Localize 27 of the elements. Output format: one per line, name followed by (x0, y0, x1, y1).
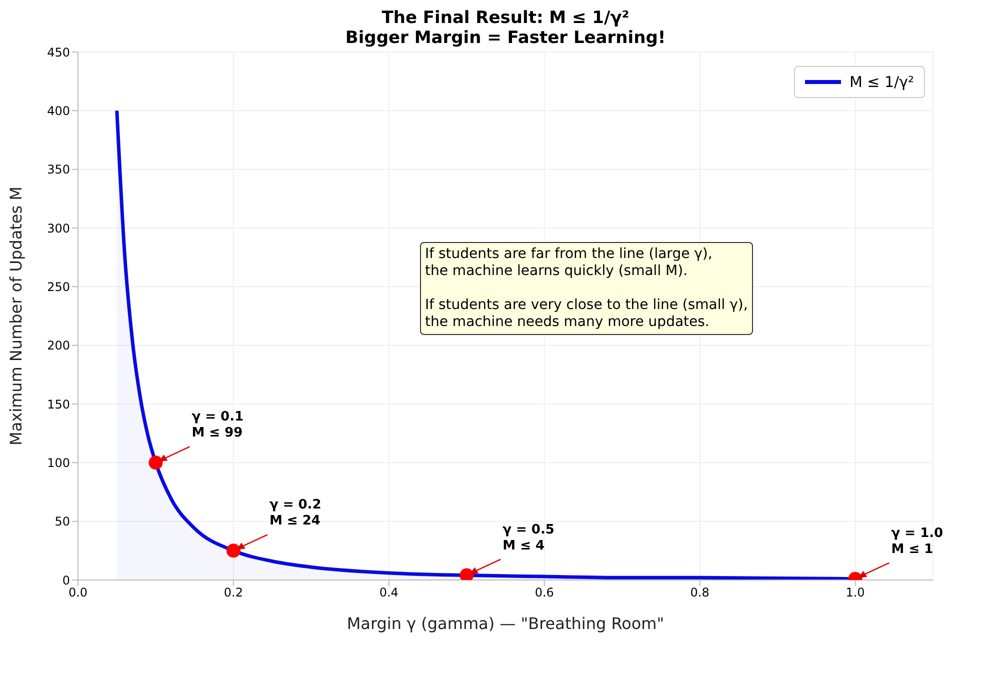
x-tick-label: 0.2 (224, 586, 243, 600)
annotation: γ = 0.2 M ≤ 24 (269, 498, 322, 529)
y-tick-label: 450 (47, 45, 70, 60)
x-tick-label: 0.4 (379, 586, 398, 600)
y-tick-label: 100 (47, 456, 70, 470)
annotation: γ = 0.1 M ≤ 99 (192, 410, 244, 441)
x-tick-label: 0.0 (68, 586, 88, 600)
y-tick-label: 0 (62, 573, 70, 588)
y-tick-label: 350 (47, 162, 70, 177)
annotation: γ = 0.5 M ≤ 4 (502, 522, 554, 554)
point (226, 544, 240, 558)
point (148, 456, 163, 470)
annotation: γ = 1.0 M ≤ 1 (891, 526, 944, 557)
x-tick-label: 1.0 (846, 586, 865, 600)
y-tick-label: 50 (54, 514, 70, 529)
y-axis-title: Maximum Number of Updates M (6, 186, 26, 446)
text: If students are far from the line (large γ), the machine learns quickly (small M). If students are very close to the line (small γ), the machine needs many more updates. (425, 246, 748, 330)
y-tick-label: 200 (47, 338, 70, 353)
x-axis-title: Margin γ (gamma) — "Breathing Room" (346, 614, 664, 633)
x-tick-label: 0.6 (534, 586, 554, 600)
y-tick-label: 300 (47, 221, 70, 236)
x-tick-label: 0.8 (690, 586, 710, 600)
y-tick-label: 150 (47, 397, 70, 412)
chart-title: The Final Result: M ≤ 1/γ² Bigger Margin = Faster Learning! (344, 8, 667, 48)
legend-label: M ≤ 1/γ² (849, 73, 914, 91)
y-tick-label: 250 (47, 280, 70, 294)
y-tick-label: 400 (47, 104, 70, 118)
